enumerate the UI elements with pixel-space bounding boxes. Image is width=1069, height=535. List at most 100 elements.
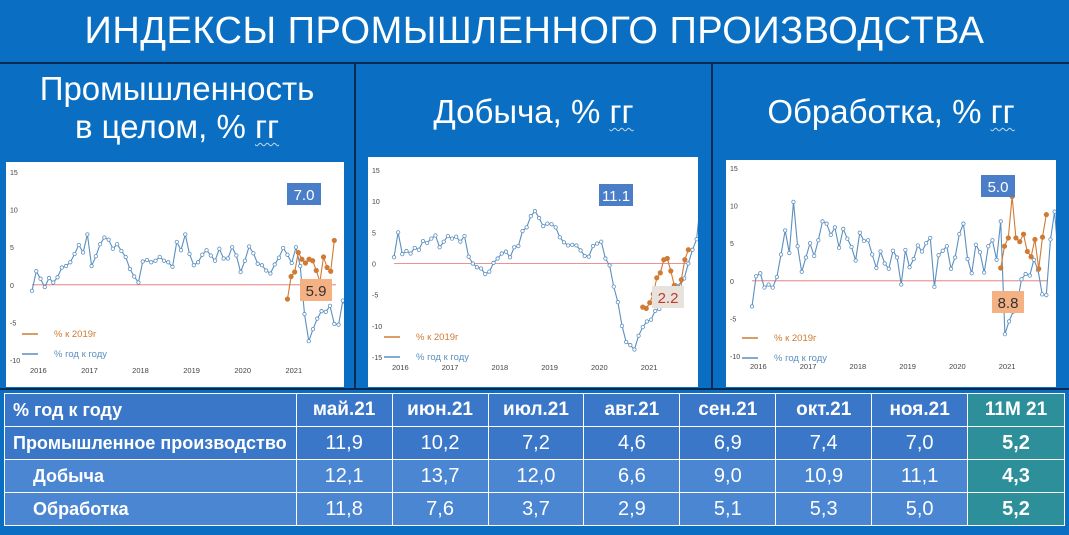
data-point [643,305,649,311]
data-point [242,258,247,263]
data-point [289,260,294,266]
callout-blue-box [599,184,633,206]
data-point [63,263,69,269]
data-point [234,253,239,258]
data-point [770,285,775,290]
data-point [832,225,838,230]
y-tick-label: -10 [10,358,20,365]
data-point [466,254,471,259]
data-point [820,219,825,224]
data-point [174,239,179,245]
data-point [1006,319,1012,324]
data-point [948,266,954,271]
data-point [932,284,937,289]
data-point [391,255,397,260]
data-point [915,243,920,248]
data-point [919,249,925,254]
data-point [899,282,904,287]
callout-blue-label: 11.1 [602,188,630,205]
data-point [98,242,103,247]
y-tick-label: 0 [372,262,376,269]
data-point [615,300,620,305]
y-tick-label: -5 [730,316,736,323]
data-point [59,265,64,270]
y-tick-label: -15 [372,355,382,362]
header-cell: май.21 [295,393,393,427]
y-tick-label: 15 [730,166,738,173]
header-cell: июл.21 [487,393,585,427]
data-point [861,238,867,244]
data-point [255,261,260,266]
data-point [1028,254,1034,260]
y-tick-label: -5 [372,293,378,300]
data-point [183,232,188,237]
table-cell: 13,7 [391,459,489,493]
data-point [454,234,459,239]
data-point [994,257,999,262]
table-cell: 6,6 [583,459,681,493]
data-point [516,243,521,249]
x-tick-label: 2020 [234,366,251,375]
x-tick-label: 2020 [949,362,966,371]
data-point [80,250,86,255]
data-point [574,243,579,248]
table-cell: 5,3 [775,492,873,526]
x-tick-label: 2018 [132,366,149,375]
data-point [549,222,554,227]
data-point [632,347,637,352]
callout-orange-label: 5.9 [306,283,327,300]
data-point [292,269,298,275]
data-point [336,322,341,327]
panel-heading-line2: Обработка, % гг [767,93,1015,130]
data-point [1036,266,1042,272]
data-point [132,274,137,279]
data-point [965,256,970,262]
header-cell: июн.21 [391,393,489,427]
data-point [247,244,252,249]
data-point [1023,271,1028,277]
data-point [1044,292,1049,298]
data-point [1048,237,1053,242]
table-cell: 12,1 [295,459,393,493]
data-point [396,230,401,235]
x-tick-label: 2016 [392,363,409,372]
table-cell: 11,9 [295,426,393,460]
data-point [204,248,209,253]
data-point [225,256,230,261]
data-point [524,225,529,230]
data-point [85,232,90,237]
data-point [828,232,833,238]
data-point [281,245,286,251]
y-tick-label: 10 [10,208,18,215]
data-point [238,269,243,275]
data-point [302,312,307,317]
y-tick-label: -5 [10,320,16,327]
data-point [298,263,303,269]
header-cell: сен.21 [679,393,777,427]
callout-orange-box [300,279,332,301]
chart-industry: -10 -5 0 5 10 15 2016 2017 2018 2019 2020 2021 % к 2… [6,162,344,387]
data-point [911,256,916,262]
data-point [429,236,434,241]
data-point [628,343,633,348]
data-table: % год к году май.21 июн.21 июл.21 авг.21… [4,393,1065,526]
y-tick-label: 15 [10,170,18,177]
table-row: Добыча 12,1 13,7 12,0 6,6 9,0 10,9 11,1 … [4,459,1065,493]
divider-col-2 [711,62,713,388]
data-point [285,252,290,257]
data-point [1001,243,1008,249]
data-point [561,240,567,245]
data-point [1020,231,1027,237]
data-point [89,263,94,269]
panel-heading-line1: Промышленность [39,70,315,107]
data-point [1039,234,1046,240]
data-point [636,333,641,338]
y-tick-label: -10 [730,354,740,361]
callout-blue-label: 5.0 [988,179,1009,196]
legend-label: % год к году [774,353,827,364]
data-point [483,271,488,277]
data-point [907,265,912,270]
data-point [191,263,196,268]
data-point [774,274,779,280]
data-point [144,257,150,263]
